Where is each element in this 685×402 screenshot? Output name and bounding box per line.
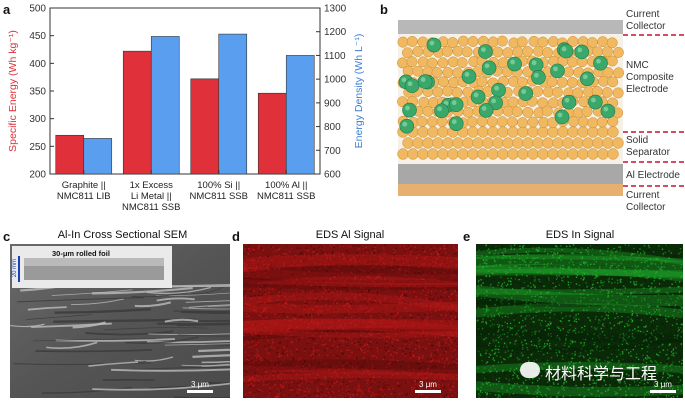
bar-energy-density <box>150 36 180 175</box>
current-collector-top <box>398 20 623 34</box>
left-tick-label: 250 <box>29 142 46 153</box>
eds-al-map <box>243 244 458 398</box>
eds-al-scalebar <box>415 390 441 393</box>
category-label: NMC811 SSB <box>122 202 180 213</box>
panel-label-d: d <box>232 229 240 244</box>
category-label: Graphite || <box>62 180 106 191</box>
cell-schematic: CurrentCollectorNMCCompositeElectrodeSol… <box>397 10 685 213</box>
bar-energy-density <box>285 55 315 175</box>
right-tick-label: 1000 <box>324 75 347 86</box>
panel-label-c: c <box>3 229 11 244</box>
bar-specific-energy <box>190 78 220 175</box>
left-tick-label: 350 <box>29 87 46 98</box>
energy-bar-chart: 200 250 300 350 400 450 500 600 700 800 900 1000 110… <box>7 4 365 214</box>
schematic-label: Current <box>626 190 660 201</box>
left-tick-label: 200 <box>29 170 46 181</box>
category-label: NMC811 SSB <box>257 191 315 202</box>
left-tick-label: 400 <box>29 59 46 70</box>
watermark-text: 材料科学与工程 <box>545 364 658 383</box>
sem-image <box>10 244 230 398</box>
current-collector-bottom <box>398 184 623 196</box>
right-tick-label: 900 <box>324 98 341 109</box>
sem-title: Al-In Cross Sectional SEM <box>57 229 188 241</box>
sem-scalebar <box>187 390 213 393</box>
bar-specific-energy <box>122 50 152 175</box>
category-label: 100% Si || <box>197 180 240 191</box>
schematic-label: Al Electrode <box>626 170 680 181</box>
bar-energy-density <box>218 33 248 175</box>
left-tick-label: 300 <box>29 114 46 125</box>
eds-al-scale-label: 3 μm <box>419 380 437 389</box>
left-tick-label: 500 <box>29 4 46 15</box>
eds-in-scalebar <box>650 390 676 393</box>
schematic-label: Separator <box>626 147 671 158</box>
schematic-label: Solid <box>626 135 648 146</box>
schematic-label: Composite <box>626 72 674 83</box>
schematic-label: Current <box>626 10 660 20</box>
left-tick-label: 450 <box>29 31 46 42</box>
right-tick-label: 600 <box>324 170 341 181</box>
schematic-label: NMC <box>626 60 649 71</box>
eds-al-title: EDS Al Signal <box>315 229 385 241</box>
inset-scale-label: 20 mm <box>12 258 19 278</box>
panel-label-a: a <box>3 2 11 17</box>
category-label: 1x Excess <box>130 180 174 191</box>
left-axis-label: Specific Energy (Wh kg⁻¹) <box>7 30 19 152</box>
category-label: Li Metal || <box>131 191 172 202</box>
right-tick-label: 1300 <box>324 4 347 15</box>
category-label: NMC811 LIB <box>57 191 111 202</box>
category-label: 100% Al || <box>265 180 307 191</box>
panel-label-b: b <box>380 2 388 17</box>
schematic-label: Collector <box>626 202 666 213</box>
right-tick-label: 1200 <box>324 27 347 38</box>
inset-scalebar <box>18 256 20 282</box>
eds-in-title: EDS In Signal <box>545 229 615 241</box>
eds-in-map <box>476 244 683 398</box>
bar-energy-density <box>83 138 113 175</box>
particle-layer <box>397 35 625 160</box>
eds-in-scale-label: 3 μm <box>654 380 672 389</box>
schematic-labels: CurrentCollectorNMCCompositeElectrodeSol… <box>626 10 680 213</box>
inset-label: 30-μm rolled foil <box>52 249 110 258</box>
al-electrode-layer <box>398 164 623 184</box>
watermark-badge <box>520 362 540 378</box>
sem-scale-label: 3 μm <box>191 380 209 389</box>
panel-label-e: e <box>463 229 471 244</box>
right-tick-label: 1100 <box>324 51 346 62</box>
bar-specific-energy <box>257 92 287 175</box>
bar-specific-energy <box>55 134 85 175</box>
right-tick-label: 700 <box>324 146 341 157</box>
boundary-dashes <box>623 34 685 187</box>
category-label: NMC811 SSB <box>190 191 248 202</box>
schematic-label: Electrode <box>626 84 669 95</box>
right-tick-label: 800 <box>324 122 341 133</box>
schematic-label: Collector <box>626 21 666 32</box>
right-axis-label: Energy Density (Wh L⁻¹) <box>353 34 365 149</box>
